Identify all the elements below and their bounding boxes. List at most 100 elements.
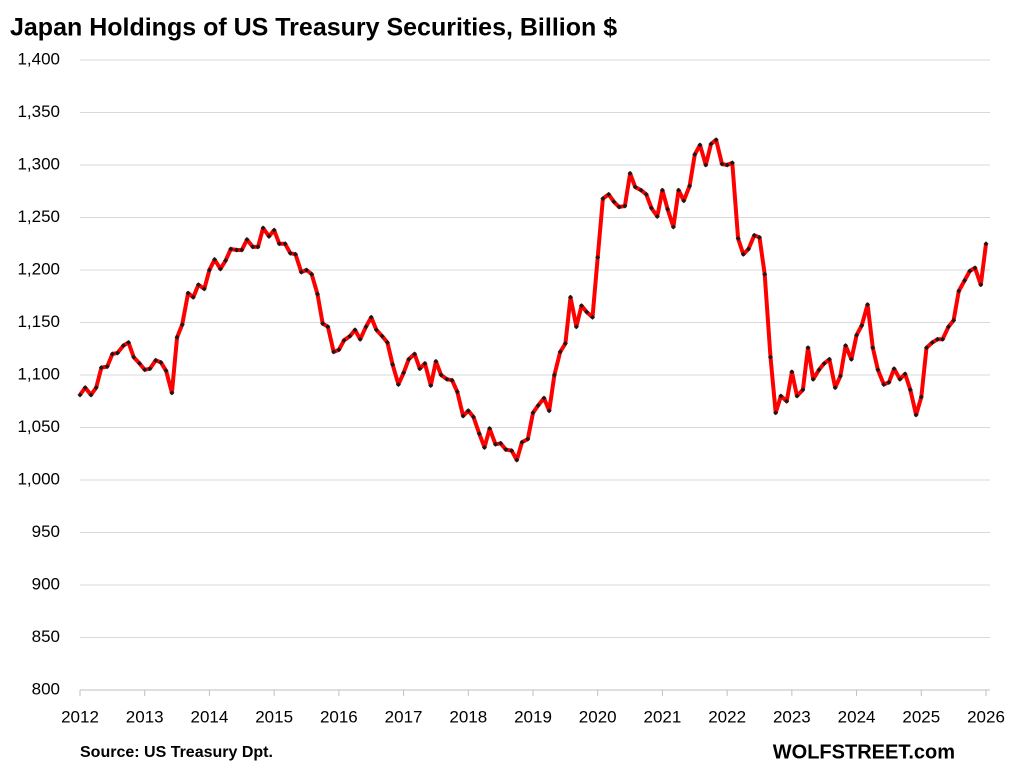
data-marker — [897, 376, 903, 382]
data-marker — [373, 327, 379, 333]
data-marker — [325, 324, 331, 330]
data-marker — [292, 251, 298, 257]
data-marker — [983, 241, 989, 247]
data-marker — [228, 246, 234, 252]
data-marker — [347, 333, 353, 339]
data-marker — [298, 269, 304, 275]
data-marker — [147, 366, 153, 372]
y-tick-label: 800 — [32, 679, 60, 698]
data-marker — [509, 448, 515, 454]
data-marker — [929, 339, 935, 345]
data-marker — [304, 267, 309, 273]
x-tick-label: 2022 — [708, 707, 746, 726]
data-marker — [519, 439, 525, 445]
data-marker — [859, 323, 865, 329]
y-tick-label: 1,150 — [17, 312, 60, 331]
data-marker — [357, 336, 363, 342]
data-marker — [757, 234, 762, 240]
data-marker — [945, 324, 951, 330]
data-marker — [962, 278, 968, 283]
data-marker — [271, 227, 277, 233]
data-marker — [206, 267, 212, 273]
data-marker — [902, 371, 908, 377]
data-marker — [244, 237, 250, 243]
data-marker — [665, 206, 671, 212]
data-marker — [336, 347, 342, 353]
data-marker — [481, 444, 487, 450]
data-marker — [816, 367, 822, 373]
y-tick-label: 1,050 — [17, 417, 60, 436]
data-marker — [460, 413, 466, 419]
data-marker — [907, 387, 913, 393]
data-marker — [433, 358, 439, 364]
data-marker — [476, 431, 482, 437]
data-marker — [390, 362, 396, 367]
data-marker — [341, 337, 347, 343]
x-tick-label: 2019 — [514, 707, 552, 726]
data-marker — [891, 366, 897, 372]
data-marker — [940, 336, 946, 342]
data-marker — [217, 266, 223, 272]
data-marker — [185, 290, 191, 296]
data-marker — [82, 385, 88, 391]
data-marker — [573, 324, 579, 330]
data-marker — [487, 426, 493, 432]
data-marker — [773, 410, 779, 416]
data-marker — [250, 244, 256, 250]
data-marker — [428, 383, 434, 388]
data-marker — [794, 393, 800, 399]
data-marker — [805, 345, 811, 351]
data-marker — [120, 343, 126, 349]
y-tick-label: 850 — [32, 627, 60, 646]
data-marker — [729, 160, 735, 166]
brand: WOLFSTREET.com — [773, 741, 955, 763]
data-marker — [875, 367, 881, 373]
data-marker — [638, 187, 644, 193]
data-marker — [438, 372, 444, 378]
data-marker — [654, 213, 660, 219]
data-marker — [169, 390, 175, 396]
data-marker — [568, 294, 574, 300]
data-marker — [557, 349, 563, 355]
data-marker — [401, 370, 407, 376]
data-marker — [611, 199, 617, 205]
data-marker — [352, 327, 358, 333]
data-marker — [320, 321, 326, 327]
data-marker — [368, 314, 374, 320]
data-marker — [492, 441, 498, 447]
data-marker — [158, 359, 164, 365]
data-marker — [239, 247, 245, 253]
y-tick-label: 1,350 — [17, 102, 60, 121]
data-marker — [535, 402, 541, 408]
data-marker — [470, 414, 476, 420]
data-marker — [551, 372, 557, 378]
data-marker — [778, 393, 784, 399]
data-marker — [276, 241, 282, 247]
data-marker — [266, 233, 272, 239]
data-marker — [514, 457, 520, 463]
data-marker — [93, 385, 99, 391]
data-marker — [934, 336, 940, 342]
data-marker — [541, 395, 547, 401]
data-marker — [454, 389, 460, 395]
data-marker — [412, 351, 418, 357]
data-marker — [584, 309, 590, 315]
x-tick-label: 2016 — [320, 707, 358, 726]
data-marker — [600, 196, 606, 202]
data-marker — [972, 265, 978, 271]
data-marker — [142, 367, 148, 373]
data-marker — [762, 271, 768, 277]
data-marker — [724, 162, 730, 168]
data-marker — [606, 191, 612, 197]
data-marker — [703, 162, 709, 168]
x-tick-label: 2021 — [644, 707, 682, 726]
data-marker — [223, 258, 229, 264]
data-marker — [255, 244, 261, 250]
y-tick-label: 950 — [32, 522, 60, 541]
y-tick-label: 1,400 — [17, 49, 60, 68]
data-marker — [810, 376, 816, 382]
data-marker — [546, 408, 552, 414]
data-marker — [126, 339, 132, 345]
